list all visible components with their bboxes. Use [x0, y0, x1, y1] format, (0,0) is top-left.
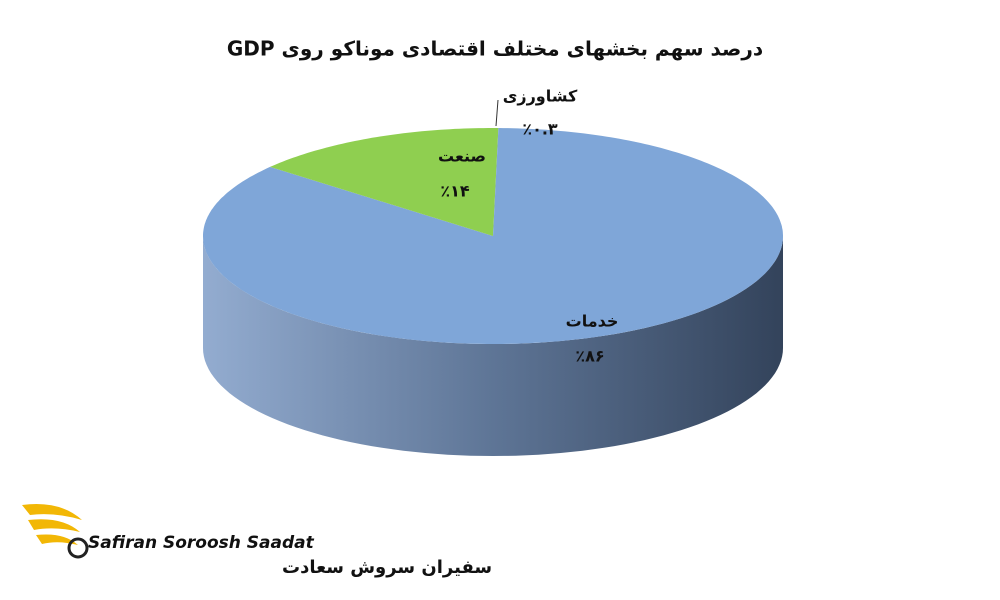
slice — [493, 128, 499, 236]
slice-side — [203, 236, 783, 456]
slice — [270, 128, 493, 236]
logo-name-fa: سفیران سروش سعادت — [282, 557, 492, 578]
logo-wing — [22, 504, 82, 520]
value-label: ٪۸۶ — [575, 347, 604, 366]
logo-swirl — [67, 537, 89, 559]
value-label: ٪۰.۳ — [522, 120, 558, 139]
leader-line — [495, 99, 499, 127]
logo-name-en: Safiran Soroosh Saadat — [88, 533, 315, 553]
logo-wing — [36, 534, 78, 545]
value-label: ٪۱۴ — [440, 182, 470, 201]
slice-label: کشاورزی — [503, 87, 578, 106]
logo: Safiran Soroosh Saadat سفیران سروش سعادت — [22, 504, 492, 578]
slice-label: صنعت — [438, 147, 486, 166]
pie — [203, 128, 783, 456]
chart-title: درصد سهم بخشهای مختلف اقتصادی موناکو روی… — [227, 37, 763, 61]
logo-wing — [28, 519, 80, 532]
slice-label: خدمات — [566, 312, 619, 331]
labels: کشاورزی ٪۰.۳ خدمات ٪۸۶ صنعت ٪۱۴ — [438, 87, 618, 366]
